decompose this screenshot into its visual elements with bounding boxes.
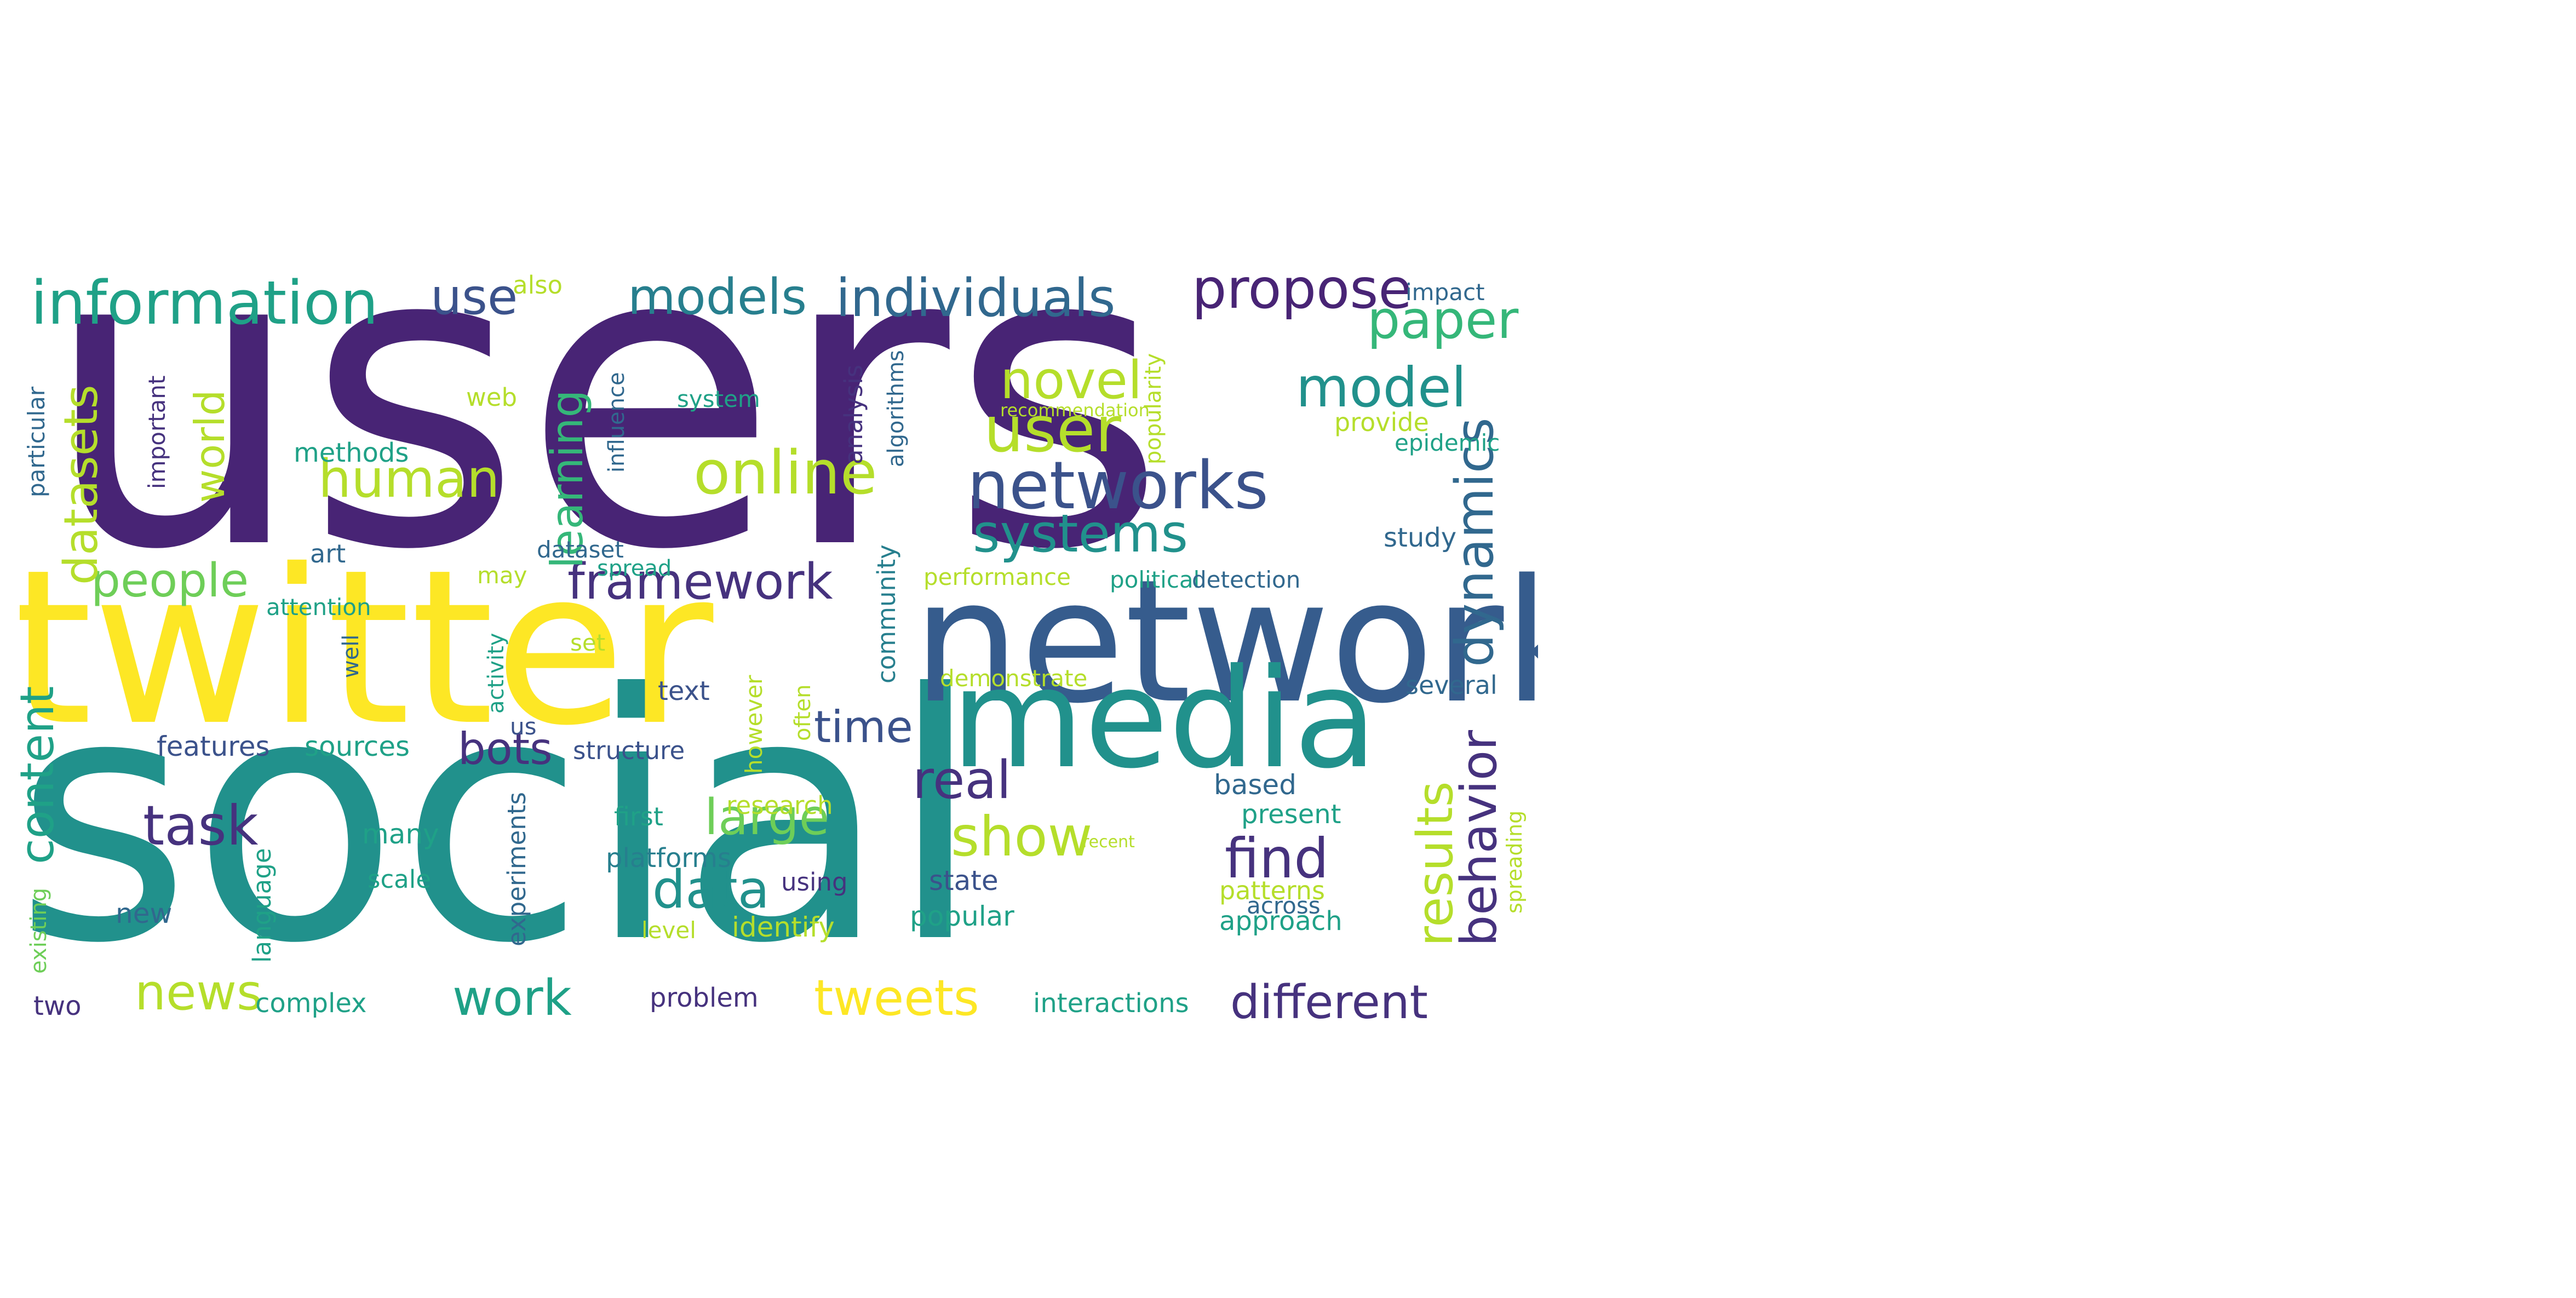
- word-research: research: [726, 791, 833, 820]
- word-scale: scale: [368, 865, 431, 894]
- word-system: system: [677, 386, 760, 412]
- word-also: also: [513, 273, 563, 300]
- word-use: use: [431, 273, 518, 326]
- word-real: real: [913, 750, 1012, 811]
- word-user: user: [984, 393, 1121, 467]
- word-analysis: analysis: [839, 364, 868, 464]
- word-many: many: [362, 818, 439, 850]
- word-twitter: twitter: [20, 524, 714, 772]
- word-provide: provide: [1334, 407, 1429, 437]
- word-us: us: [510, 713, 537, 740]
- word-attention: attention: [266, 594, 371, 621]
- word-state: state: [929, 865, 999, 897]
- word-particular: particular: [23, 386, 50, 497]
- word-across: across: [1247, 892, 1321, 919]
- word-cloud: users social twitter network media informatio…: [20, 273, 1538, 1039]
- word-models: models: [628, 273, 807, 326]
- word-datasets: datasets: [54, 384, 108, 585]
- word-individuals: individuals: [836, 273, 1116, 329]
- word-tweets: tweets: [814, 969, 979, 1027]
- word-networks: networks: [967, 448, 1269, 524]
- word-information: information: [31, 273, 378, 338]
- word-patterns: patterns: [1219, 876, 1325, 905]
- word-problem: problem: [650, 983, 759, 1013]
- word-model: model: [1296, 355, 1467, 420]
- word-text: text: [658, 676, 710, 707]
- word-different: different: [1230, 975, 1428, 1030]
- word-complex: complex: [255, 988, 367, 1019]
- word-demonstrate: demonstrate: [940, 665, 1088, 692]
- top-authors-panel: [1595, 107, 2564, 194]
- word-several: several: [1405, 670, 1498, 700]
- word-two: two: [33, 991, 82, 1021]
- word-systems: systems: [973, 504, 1188, 564]
- word-algorithms: algorithms: [883, 350, 909, 467]
- word-network: network: [913, 543, 1538, 741]
- word-work: work: [452, 969, 572, 1027]
- word-media: media: [951, 639, 1378, 799]
- word-bots: bots: [458, 723, 553, 774]
- word-news: news: [135, 964, 262, 1021]
- word-find: find: [1225, 826, 1329, 891]
- word-time: time: [814, 702, 913, 753]
- word-content: content: [20, 686, 65, 864]
- word-spread: spread: [597, 556, 672, 581]
- word-study: study: [1384, 522, 1457, 553]
- word-political: political: [1110, 566, 1200, 593]
- word-activity: activity: [484, 633, 509, 714]
- word-platforms: platforms: [606, 843, 731, 874]
- word-world: world: [186, 389, 234, 503]
- word-large: large: [704, 789, 830, 846]
- word-features: features: [157, 731, 270, 762]
- word-may: may: [477, 562, 527, 589]
- word-often: often: [790, 684, 816, 742]
- word-online: online: [693, 438, 877, 508]
- word-art: art: [310, 539, 346, 568]
- word-popular: popular: [910, 900, 1014, 932]
- word-dataset: dataset: [537, 536, 624, 563]
- word-important: important: [144, 375, 170, 490]
- word-influence: influence: [604, 372, 629, 473]
- word-framework: framework: [567, 553, 833, 611]
- word-popularity: popularity: [1141, 353, 1166, 464]
- word-first: first: [614, 802, 663, 831]
- word-impact: impact: [1405, 279, 1485, 306]
- word-experiments: experiments: [502, 792, 531, 946]
- word-sources: sources: [305, 731, 410, 762]
- word-people: people: [91, 554, 249, 608]
- word-level: level: [641, 917, 696, 944]
- word-spreading: spreading: [1502, 810, 1527, 914]
- word-human: human: [318, 449, 500, 509]
- word-however: however: [741, 675, 767, 774]
- word-propose: propose: [1192, 273, 1412, 321]
- word-recent: recent: [1082, 832, 1135, 852]
- word-users: users: [42, 273, 1167, 641]
- word-recommendation: recommendation: [1000, 400, 1150, 421]
- word-interactions: interactions: [1033, 988, 1189, 1019]
- word-paper: paper: [1367, 290, 1519, 351]
- word-based: based: [1214, 769, 1296, 801]
- word-task: task: [143, 794, 259, 858]
- word-set: set: [570, 629, 606, 656]
- word-language: language: [248, 848, 277, 963]
- word-identify: identify: [732, 911, 835, 943]
- word-methods: methods: [294, 438, 409, 468]
- word-results: results: [1407, 781, 1464, 946]
- word-data: data: [652, 860, 770, 920]
- word-approach: approach: [1219, 906, 1342, 937]
- word-novel: novel: [1000, 351, 1143, 411]
- word-community: community: [872, 544, 901, 684]
- word-social: social: [20, 623, 983, 1018]
- word-well: well: [339, 634, 364, 678]
- word-show: show: [951, 805, 1093, 869]
- word-detection: detection: [1192, 566, 1301, 593]
- word-new: new: [116, 898, 173, 929]
- word-present: present: [1241, 799, 1341, 830]
- word-using: using: [781, 868, 848, 897]
- word-existing: existing: [26, 887, 51, 974]
- word-epidemic: epidemic: [1395, 429, 1500, 456]
- word-structure: structure: [573, 736, 685, 765]
- word-performance: performance: [923, 564, 1071, 590]
- word-web: web: [466, 383, 518, 412]
